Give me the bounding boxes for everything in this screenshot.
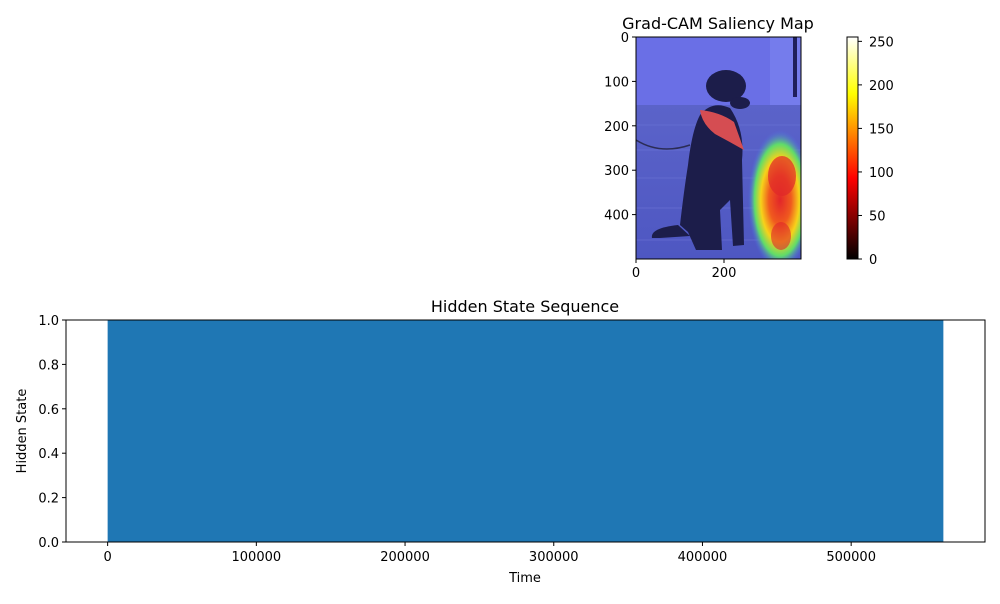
saliency-x-tick-label: 0: [632, 266, 640, 281]
hidden-state-x-ticks: 0 100000 200000 300000 400000 500000: [103, 542, 876, 565]
hidden-state-fill: [107, 320, 944, 542]
hidden-state-y-tick-label: 0.6: [38, 403, 59, 418]
colorbar-tick-label: 250: [869, 35, 894, 50]
hidden-state-x-tick-label: 200000: [380, 550, 430, 565]
hidden-state-panel: Hidden State Sequence 0 100000 200000 30000…: [15, 297, 986, 586]
colorbar-tick-label: 150: [869, 122, 894, 137]
saliency-y-tick-label: 100: [604, 75, 629, 90]
hidden-state-x-tick-label: 0: [103, 550, 111, 565]
colorbar-tick-label: 100: [869, 166, 894, 181]
colorbar-tick-label: 50: [869, 209, 886, 224]
hidden-state-xlabel: Time: [508, 571, 541, 586]
hidden-state-y-tick-label: 1.0: [38, 314, 59, 329]
colorbar: 0 50 100 150 200 250: [846, 35, 894, 268]
colorbar-tick-label: 0: [869, 253, 877, 268]
saliency-y-ticks: 0 100 200 300 400: [604, 31, 636, 224]
hidden-state-y-tick-label: 0.8: [38, 358, 59, 373]
hidden-state-y-tick-label: 0.0: [38, 536, 59, 551]
hidden-state-ylabel: Hidden State: [15, 389, 30, 474]
hidden-state-axes-frame: [65, 319, 986, 543]
dog-silhouette: [651, 70, 750, 250]
hidden-state-y-tick-label: 0.2: [38, 492, 59, 507]
saliency-y-tick-label: 300: [604, 164, 629, 179]
hidden-state-x-tick-label: 500000: [826, 550, 876, 565]
hidden-state-y-ticks: 0.0 0.2 0.4 0.6 0.8 1.0: [38, 314, 66, 551]
colorbar-ticks: 0 50 100 150 200 250: [858, 35, 894, 268]
saliency-x-tick-label: 200: [712, 266, 737, 281]
saliency-map-panel: Grad-CAM Saliency Map: [604, 14, 894, 281]
hidden-state-title: Hidden State Sequence: [431, 297, 619, 316]
colorbar-tick-label: 200: [869, 79, 894, 94]
hidden-state-y-tick-label: 0.4: [38, 447, 59, 462]
hidden-state-x-tick-label: 100000: [232, 550, 282, 565]
saliency-x-ticks: 0 200: [632, 259, 737, 281]
hidden-state-x-tick-label: 300000: [529, 550, 579, 565]
saliency-y-tick-label: 200: [604, 120, 629, 135]
saliency-y-tick-label: 0: [621, 31, 629, 46]
hidden-state-x-tick-label: 400000: [678, 550, 728, 565]
saliency-y-tick-label: 400: [604, 209, 629, 224]
saliency-map-title: Grad-CAM Saliency Map: [622, 14, 814, 33]
saliency-image: [636, 37, 801, 259]
